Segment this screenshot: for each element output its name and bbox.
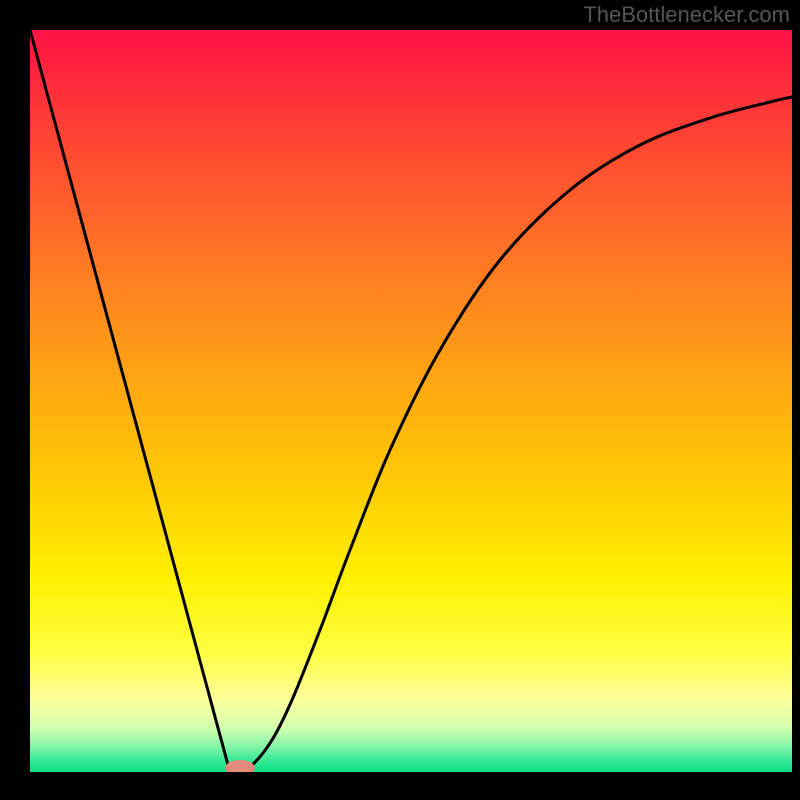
frame-right: [792, 0, 800, 800]
bottleneck-curve: [30, 30, 792, 772]
frame-bottom: [0, 772, 800, 800]
frame-left: [0, 0, 30, 800]
chart-container: TheBottlenecker.com: [0, 0, 800, 800]
plot-area: [30, 30, 792, 772]
watermark-text: TheBottlenecker.com: [583, 2, 790, 28]
